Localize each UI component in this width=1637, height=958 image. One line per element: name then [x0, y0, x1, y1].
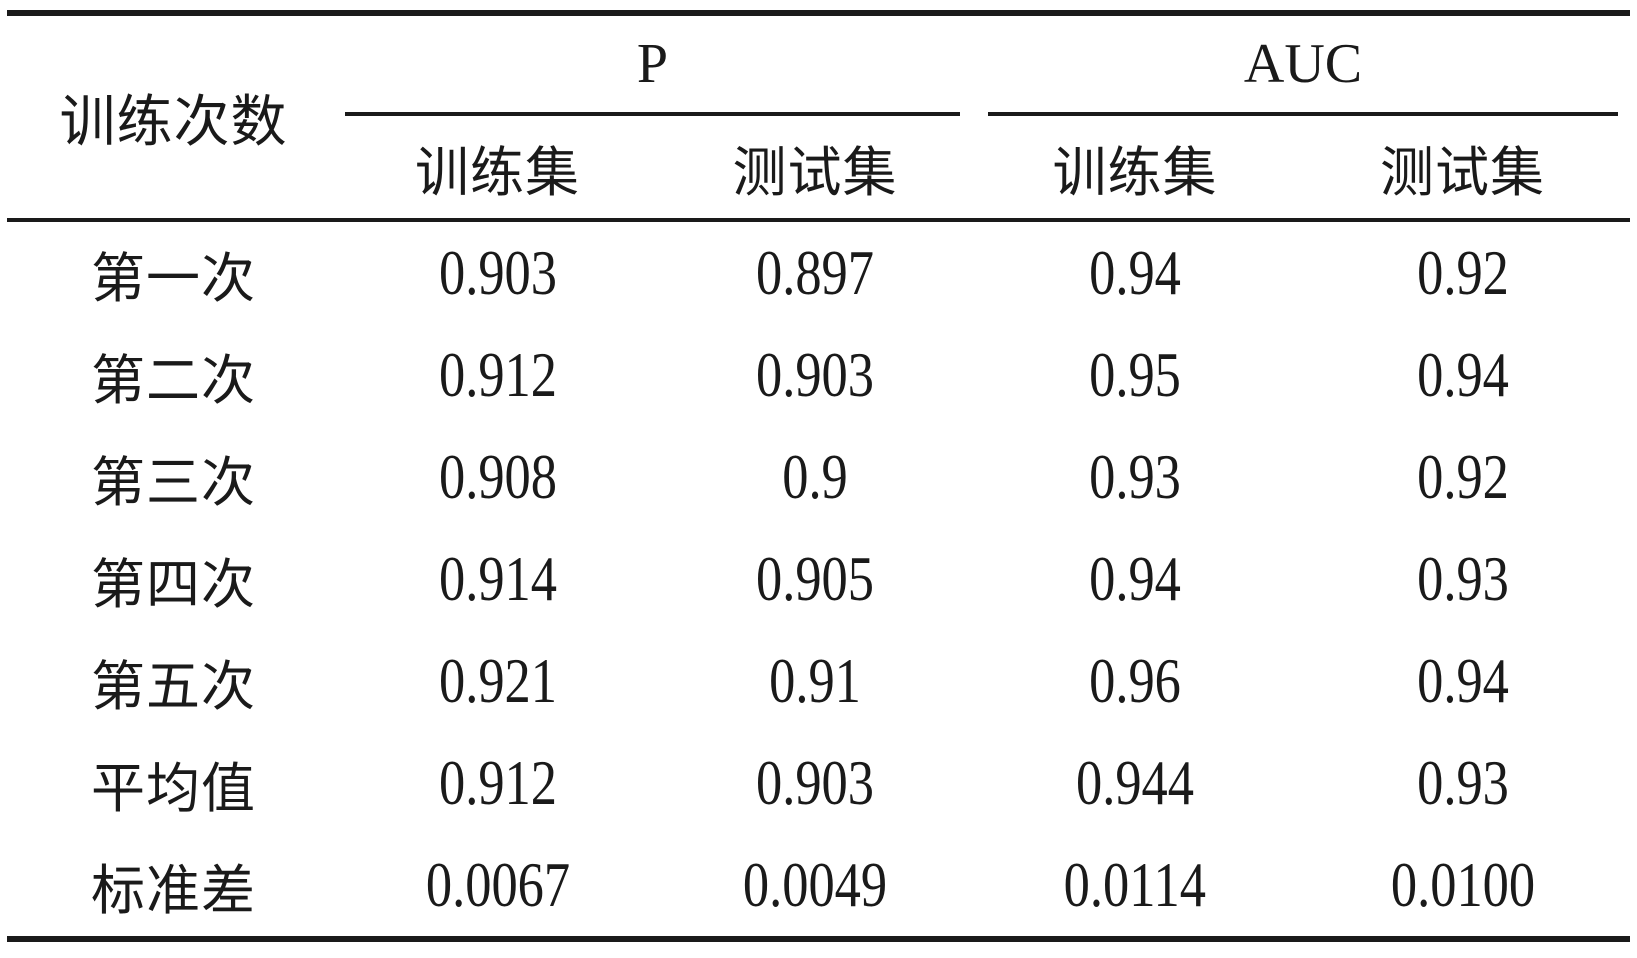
- data-cell: 0.903: [340, 220, 655, 324]
- group-header-row: 训练次数 P AUC: [7, 13, 1630, 222]
- data-cell: 0.0100: [1295, 834, 1630, 939]
- row-label: 第一次: [91, 248, 256, 309]
- cell-value: 0.0049: [742, 849, 888, 920]
- table-row: 标准差 0.0067 0.0049 0.0114 0.0100: [7, 834, 1630, 939]
- cell-value: 0.903: [755, 747, 875, 818]
- column-group-p-label: P: [345, 16, 960, 116]
- column-group-auc-label: AUC: [988, 16, 1619, 116]
- cell-value: 0.908: [438, 441, 557, 512]
- row-label: 第三次: [91, 452, 256, 513]
- subheader-auc-test: 测试集: [1295, 116, 1631, 222]
- row-label: 第二次: [91, 350, 256, 411]
- cell-value: 0.0100: [1390, 849, 1535, 920]
- table-row: 平均值 0.912 0.903 0.944 0.93: [7, 732, 1630, 834]
- data-cell: 0.0049: [655, 834, 975, 939]
- cell-value: 0.92: [1416, 441, 1509, 512]
- data-cell: 0.0067: [340, 834, 655, 939]
- data-cell: 0.908: [340, 426, 655, 528]
- data-cell: 0.905: [655, 528, 975, 630]
- row-label: 第五次: [91, 656, 256, 717]
- corner-header-training-runs: 训练次数: [7, 13, 340, 222]
- data-cell: 0.903: [655, 324, 975, 426]
- cell-value: 0.94: [1089, 543, 1181, 614]
- table-row: 第三次 0.908 0.9 0.93 0.92: [7, 426, 1630, 528]
- data-cell: 0.94: [1295, 324, 1630, 426]
- data-cell: 0.93: [975, 426, 1295, 528]
- cell-value: 0.94: [1089, 237, 1181, 308]
- data-cell: 0.93: [1295, 528, 1630, 630]
- cell-value: 0.9: [782, 441, 848, 512]
- data-cell: 0.914: [340, 528, 655, 630]
- cell-value: 0.91: [769, 645, 861, 716]
- data-cell: 0.94: [975, 528, 1295, 630]
- data-cell: 0.92: [1295, 426, 1630, 528]
- table-row: 第五次 0.921 0.91 0.96 0.94: [7, 630, 1630, 732]
- cell-value: 0.905: [755, 543, 875, 614]
- cell-value: 0.94: [1416, 645, 1509, 716]
- cell-value: 0.95: [1089, 339, 1181, 410]
- data-cell: 0.95: [975, 324, 1295, 426]
- results-table-container: 训练次数 P AUC 训练集 测试集 训练集 测试集 第一次 0.903 0.8…: [7, 10, 1631, 942]
- data-cell: 0.93: [1295, 732, 1630, 834]
- cell-value: 0.96: [1089, 645, 1181, 716]
- cell-value: 0.944: [1075, 747, 1195, 818]
- cell-value: 0.92: [1416, 237, 1509, 308]
- cell-value: 0.0067: [425, 849, 570, 920]
- row-label: 标准差: [91, 860, 256, 921]
- cell-value: 0.94: [1416, 339, 1509, 410]
- results-table: 训练次数 P AUC 训练集 测试集 训练集 测试集 第一次 0.903 0.8…: [7, 10, 1631, 942]
- cell-value: 0.93: [1089, 441, 1181, 512]
- data-cell: 0.912: [340, 324, 655, 426]
- cell-value: 0.93: [1416, 543, 1509, 614]
- data-cell: 0.94: [1295, 630, 1630, 732]
- cell-value: 0.93: [1416, 747, 1509, 818]
- data-cell: 0.92: [1295, 220, 1630, 324]
- data-cell: 0.96: [975, 630, 1295, 732]
- subheader-p-test: 测试集: [655, 116, 975, 222]
- table-row: 第四次 0.914 0.905 0.94 0.93: [7, 528, 1630, 630]
- data-cell: 0.903: [655, 732, 975, 834]
- table-row: 第一次 0.903 0.897 0.94 0.92: [7, 220, 1630, 324]
- subheader-row: 训练集 测试集 训练集 测试集: [7, 116, 1631, 222]
- cell-value: 0.0114: [1063, 849, 1207, 920]
- table-row: 第二次 0.912 0.903 0.95 0.94: [7, 324, 1630, 426]
- cell-value: 0.903: [755, 339, 875, 410]
- data-cell: 0.91: [655, 630, 975, 732]
- data-cell: 0.944: [975, 732, 1295, 834]
- cell-value: 0.903: [438, 237, 557, 308]
- data-cell: 0.897: [655, 220, 975, 324]
- data-cell: 0.0114: [975, 834, 1295, 939]
- column-group-p: P: [340, 13, 975, 116]
- cell-value: 0.914: [438, 543, 557, 614]
- data-cell: 0.912: [340, 732, 655, 834]
- cell-value: 0.912: [438, 747, 557, 818]
- row-label: 第四次: [91, 554, 256, 615]
- data-cell: 0.921: [340, 630, 655, 732]
- cell-value: 0.912: [438, 339, 557, 410]
- cell-value: 0.897: [755, 237, 875, 308]
- row-label: 平均值: [91, 758, 256, 819]
- subheader-auc-train: 训练集: [975, 116, 1295, 222]
- cell-value: 0.921: [438, 645, 557, 716]
- data-cell: 0.9: [655, 426, 975, 528]
- data-cell: 0.94: [975, 220, 1295, 324]
- subheader-p-train: 训练集: [340, 116, 655, 222]
- column-group-auc: AUC: [975, 13, 1630, 116]
